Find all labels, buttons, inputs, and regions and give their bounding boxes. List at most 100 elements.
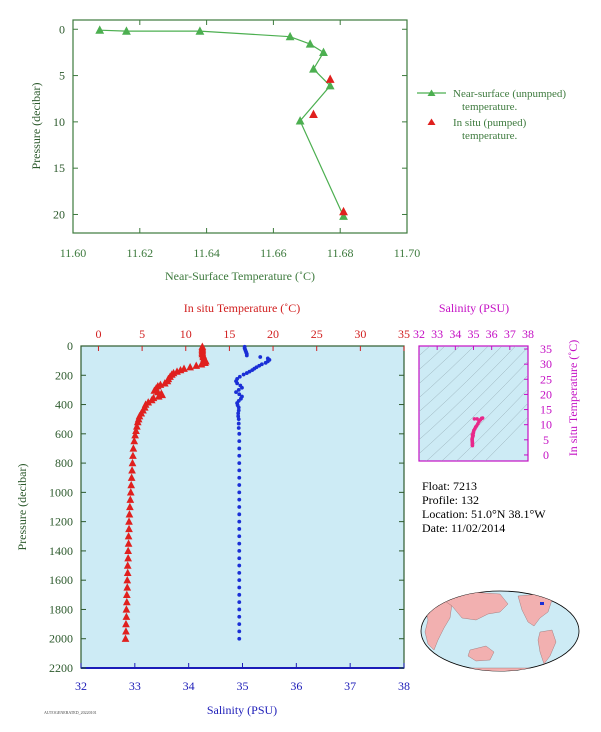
legend-marker-pumped	[427, 118, 436, 125]
top-chart-frame	[72, 19, 408, 234]
point-unpumped	[325, 80, 335, 90]
temperature-point	[123, 575, 132, 584]
salinity-point	[237, 534, 242, 539]
profile-ytick-label: 0	[67, 339, 73, 353]
point-unpumped	[319, 47, 328, 57]
point-unpumped	[295, 116, 305, 125]
salinity-point	[236, 411, 241, 416]
salinity-point	[244, 371, 249, 375]
salinity-point	[237, 541, 242, 546]
density-contour	[456, 388, 528, 461]
temperature-point	[132, 426, 140, 435]
profile-ytick-label: 200	[55, 368, 73, 382]
temp-xtick-label: 25	[311, 327, 323, 341]
temperature-point	[129, 444, 138, 452]
density-contour	[419, 346, 528, 455]
density-contour	[419, 346, 475, 399]
info-profile: Profile: 132	[422, 493, 479, 507]
density-contour	[419, 346, 489, 413]
temperature-point	[124, 539, 133, 547]
top-chart-series	[95, 25, 348, 220]
salinity-point	[237, 468, 242, 473]
salinity-point	[237, 461, 242, 465]
profile-top-label: In situ Temperature (˚C)	[184, 301, 301, 315]
temperature-point	[124, 532, 133, 540]
point-unpumped	[195, 26, 205, 35]
temp-xtick-label: 10	[180, 327, 192, 341]
temperature-point	[133, 422, 141, 430]
salinity-point	[237, 475, 242, 480]
legend-label-pumped-1: In situ (pumped)	[453, 117, 527, 129]
near-surface-temperature-chart: 11.60 11.62 11.64 11.66 11.68 11.70 0 5 10 15 20 N…	[29, 19, 566, 283]
salinity-point	[237, 512, 242, 517]
temperature-point	[126, 488, 135, 496]
profile-ytick-label: 1800	[49, 602, 73, 616]
salinity-point	[241, 372, 246, 377]
top-xtick-label: 11.66	[260, 246, 287, 260]
point-unpumped	[285, 31, 295, 41]
density-contour	[470, 402, 528, 461]
point-unpumped	[122, 26, 131, 35]
point-unpumped	[305, 39, 315, 48]
legend-marker-unpumped	[427, 89, 436, 96]
salinity-point	[236, 388, 241, 392]
density-contour	[419, 346, 516, 441]
temperature-point	[125, 510, 134, 518]
salinity-point	[237, 556, 242, 561]
ts-right-label: In situ Temperature (˚C)	[566, 340, 580, 457]
density-contour	[484, 416, 528, 461]
temperature-point	[160, 379, 169, 387]
map-asia	[437, 591, 509, 621]
density-contour	[441, 374, 528, 461]
temp-xtick-label: 20	[267, 327, 279, 341]
point-pumped	[309, 109, 318, 119]
salinity-point	[237, 483, 242, 487]
density-contour	[419, 346, 503, 427]
series-line-unpumped	[99, 29, 345, 217]
ts-xtick-label: 37	[504, 327, 516, 341]
ts-point	[472, 417, 477, 421]
salinity-xtick-label: 38	[398, 679, 410, 693]
point-pumped	[325, 74, 335, 83]
point-pumped	[339, 206, 348, 216]
salinity-point	[237, 431, 242, 436]
salinity-point	[237, 374, 242, 379]
temperature-point	[122, 597, 131, 606]
temperature-point	[125, 517, 133, 525]
temperature-point	[128, 466, 136, 474]
salinity-point	[236, 408, 241, 413]
salinity-point	[237, 505, 242, 509]
salinity-point	[236, 426, 241, 430]
footer-text: AUTOGENERATED_20220101	[44, 710, 97, 715]
temperature-point	[122, 605, 131, 613]
profile-chart: 0200400600800100012001400160018002000220…	[15, 301, 410, 717]
temperature-point	[129, 451, 137, 459]
salinity-point	[234, 390, 238, 395]
temperature-point	[123, 583, 132, 591]
profile-ytick-label: 1600	[49, 573, 73, 587]
ts-ytick-label: 30	[540, 357, 552, 371]
profile-chart-series	[121, 342, 272, 642]
ts-diagram-series	[470, 416, 485, 448]
temperature-point	[124, 554, 132, 562]
temperature-point	[127, 473, 136, 481]
temperature-point	[130, 436, 139, 445]
salinity-point	[237, 439, 242, 444]
salinity-point	[237, 563, 242, 568]
salinity-point	[237, 622, 242, 626]
salinity-point	[237, 600, 242, 605]
salinity-point	[237, 636, 242, 641]
legend-label-unpumped-2: temperature.	[462, 101, 518, 113]
temperature-point	[122, 590, 131, 598]
salinity-point	[244, 353, 249, 358]
map-australia	[467, 645, 495, 662]
info-location: Location: 51.0°N 38.1°W	[422, 507, 546, 521]
ts-xtick-label: 32	[413, 327, 425, 341]
top-ytick-label: 10	[53, 115, 65, 129]
temp-xtick-label: 0	[95, 327, 101, 341]
ts-xtick-label: 35	[468, 327, 480, 341]
density-contour	[426, 360, 528, 461]
legend-label-unpumped-1: Near-surface (unpumped)	[453, 88, 566, 100]
point-unpumped	[339, 211, 348, 220]
